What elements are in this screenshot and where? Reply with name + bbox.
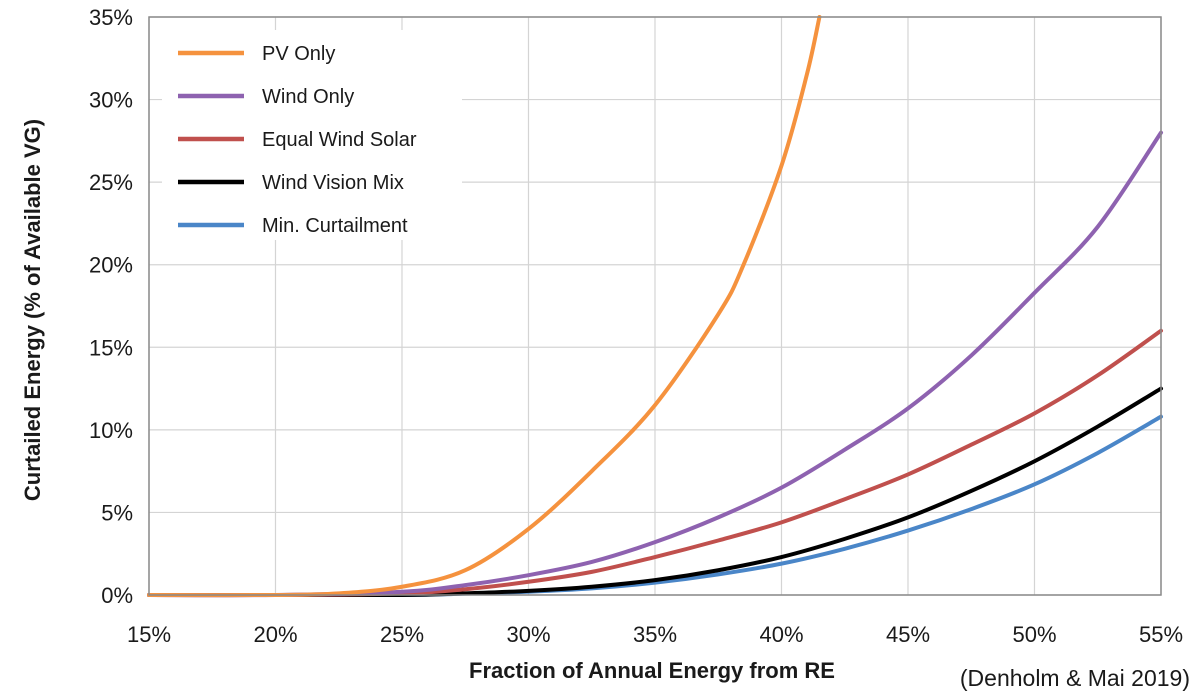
x-tick-label: 50%: [1012, 622, 1056, 647]
x-tick-label: 35%: [633, 622, 677, 647]
legend-background: [162, 30, 462, 240]
x-tick-label: 25%: [380, 622, 424, 647]
y-tick-label: 30%: [89, 88, 133, 113]
x-tick-label: 15%: [127, 622, 171, 647]
y-tick-label: 25%: [89, 170, 133, 195]
legend-label-pv-only: PV Only: [262, 43, 335, 65]
x-tick-label: 30%: [506, 622, 550, 647]
y-tick-label: 10%: [89, 418, 133, 443]
series-line-wind-only: [147, 130, 1163, 598]
x-tick-label: 40%: [759, 622, 803, 647]
y-tick-label: 35%: [89, 5, 133, 30]
x-axis-title: Fraction of Annual Energy from RE: [469, 658, 835, 683]
y-tick-label: 15%: [89, 335, 133, 360]
legend-label-equal-wind-solar: Equal Wind Solar: [262, 129, 417, 151]
y-tick-label: 0%: [101, 583, 133, 608]
series-line-pv-only: [147, 15, 822, 598]
legend-label-min-curtailment: Min. Curtailment: [262, 215, 408, 237]
y-axis-title: Curtailed Energy (% of Available VG): [20, 119, 45, 501]
legend-label-wind-only: Wind Only: [262, 86, 354, 108]
legend-label-wind-vision-mix: Wind Vision Mix: [262, 172, 404, 194]
source-citation: (Denholm & Mai 2019): [960, 665, 1190, 691]
x-tick-label: 55%: [1139, 622, 1183, 647]
tick-labels: 15% 20% 25% 30% 35% 40% 45% 50% 55% 0% 5% 10% 15% 20%…: [89, 5, 1183, 647]
x-tick-label: 45%: [886, 622, 930, 647]
y-tick-label: 5%: [101, 500, 133, 525]
legend: PV Only Wind Only Equal Wind Solar Wind Vis…: [162, 30, 462, 240]
y-tick-label: 20%: [89, 253, 133, 278]
x-tick-label: 20%: [253, 622, 297, 647]
plot-area-frame: [148, 16, 1162, 596]
